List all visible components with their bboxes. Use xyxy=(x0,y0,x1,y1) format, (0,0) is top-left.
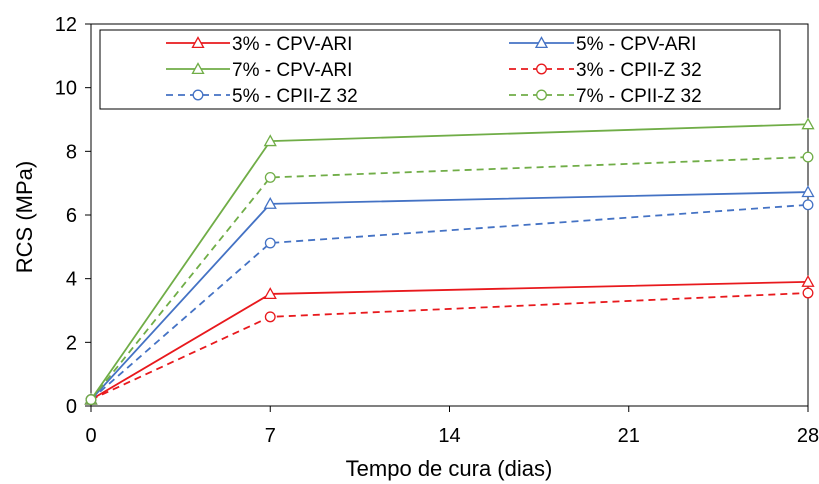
legend-label: 5% - CPV-ARI xyxy=(576,34,696,55)
y-tick-label: 10 xyxy=(55,78,77,100)
series-4 xyxy=(85,287,814,406)
series-2 xyxy=(84,185,815,405)
x-tick-label: 28 xyxy=(797,425,819,447)
series-6 xyxy=(85,151,814,406)
y-tick-label: 4 xyxy=(66,269,77,291)
y-tick-label: 12 xyxy=(55,14,77,36)
legend-item: 7% - CPII-Z 32 xyxy=(509,86,702,107)
y-axis-label: RCS (MPa) xyxy=(12,161,37,273)
chart-plot-area xyxy=(84,117,815,406)
x-tick-label: 7 xyxy=(265,425,276,447)
x-tick-label: 21 xyxy=(618,425,640,447)
y-tick-label: 2 xyxy=(66,332,77,354)
legend-item: 7% - CPV-ARI xyxy=(166,60,352,81)
series-1 xyxy=(84,275,815,405)
legend-item: 3% - CPII-Z 32 xyxy=(509,60,702,81)
chart-legend: 3% - CPV-ARI 5% - CPV-ARI 7% - CPV-ARI 3% -… xyxy=(99,29,781,110)
y-tick-label: 0 xyxy=(66,396,77,418)
data-point xyxy=(263,197,277,209)
x-tick-label: 14 xyxy=(438,425,460,447)
chart-ticks: 0 2 4 6 8 10 12 0 7 14 21 28 xyxy=(55,14,819,447)
series-line xyxy=(90,280,809,401)
legend-item: 5% - CPII-Z 32 xyxy=(166,86,358,107)
legend-label: 3% - CPII-Z 32 xyxy=(576,60,702,81)
data-point xyxy=(801,275,815,287)
legend-marker xyxy=(534,36,549,49)
legend-marker xyxy=(192,89,204,101)
data-point xyxy=(802,151,814,163)
x-tick-label: 0 xyxy=(85,425,96,447)
data-point xyxy=(802,287,814,299)
y-tick-label: 8 xyxy=(66,141,77,163)
legend-label: 5% - CPII-Z 32 xyxy=(232,86,358,107)
x-axis-label: Tempo de cura (dias) xyxy=(346,456,553,481)
legend-marker xyxy=(536,63,547,75)
data-point xyxy=(85,394,97,406)
data-point xyxy=(263,287,277,299)
series-3 xyxy=(84,117,815,405)
data-point xyxy=(264,237,276,249)
y-tick-label: 6 xyxy=(66,205,77,227)
legend-marker xyxy=(191,62,205,75)
legend-marker xyxy=(536,89,547,101)
legend-label: 3% - CPV-ARI xyxy=(232,34,352,55)
series-line xyxy=(90,191,809,401)
data-point xyxy=(263,134,277,147)
series-line xyxy=(90,156,809,401)
legend-item: 5% - CPV-ARI xyxy=(509,34,696,55)
legend-label: 7% - CPII-Z 32 xyxy=(576,86,702,107)
legend-label: 7% - CPV-ARI xyxy=(232,60,352,81)
series-5 xyxy=(85,199,814,406)
data-point xyxy=(264,171,276,183)
series-line xyxy=(90,203,809,401)
data-point xyxy=(264,311,276,323)
series-line xyxy=(90,123,809,401)
data-point xyxy=(802,199,814,211)
legend-marker xyxy=(191,36,205,49)
legend-item: 3% - CPV-ARI xyxy=(166,34,352,55)
data-point xyxy=(801,117,815,130)
data-point xyxy=(801,185,815,198)
series-line xyxy=(90,292,809,401)
